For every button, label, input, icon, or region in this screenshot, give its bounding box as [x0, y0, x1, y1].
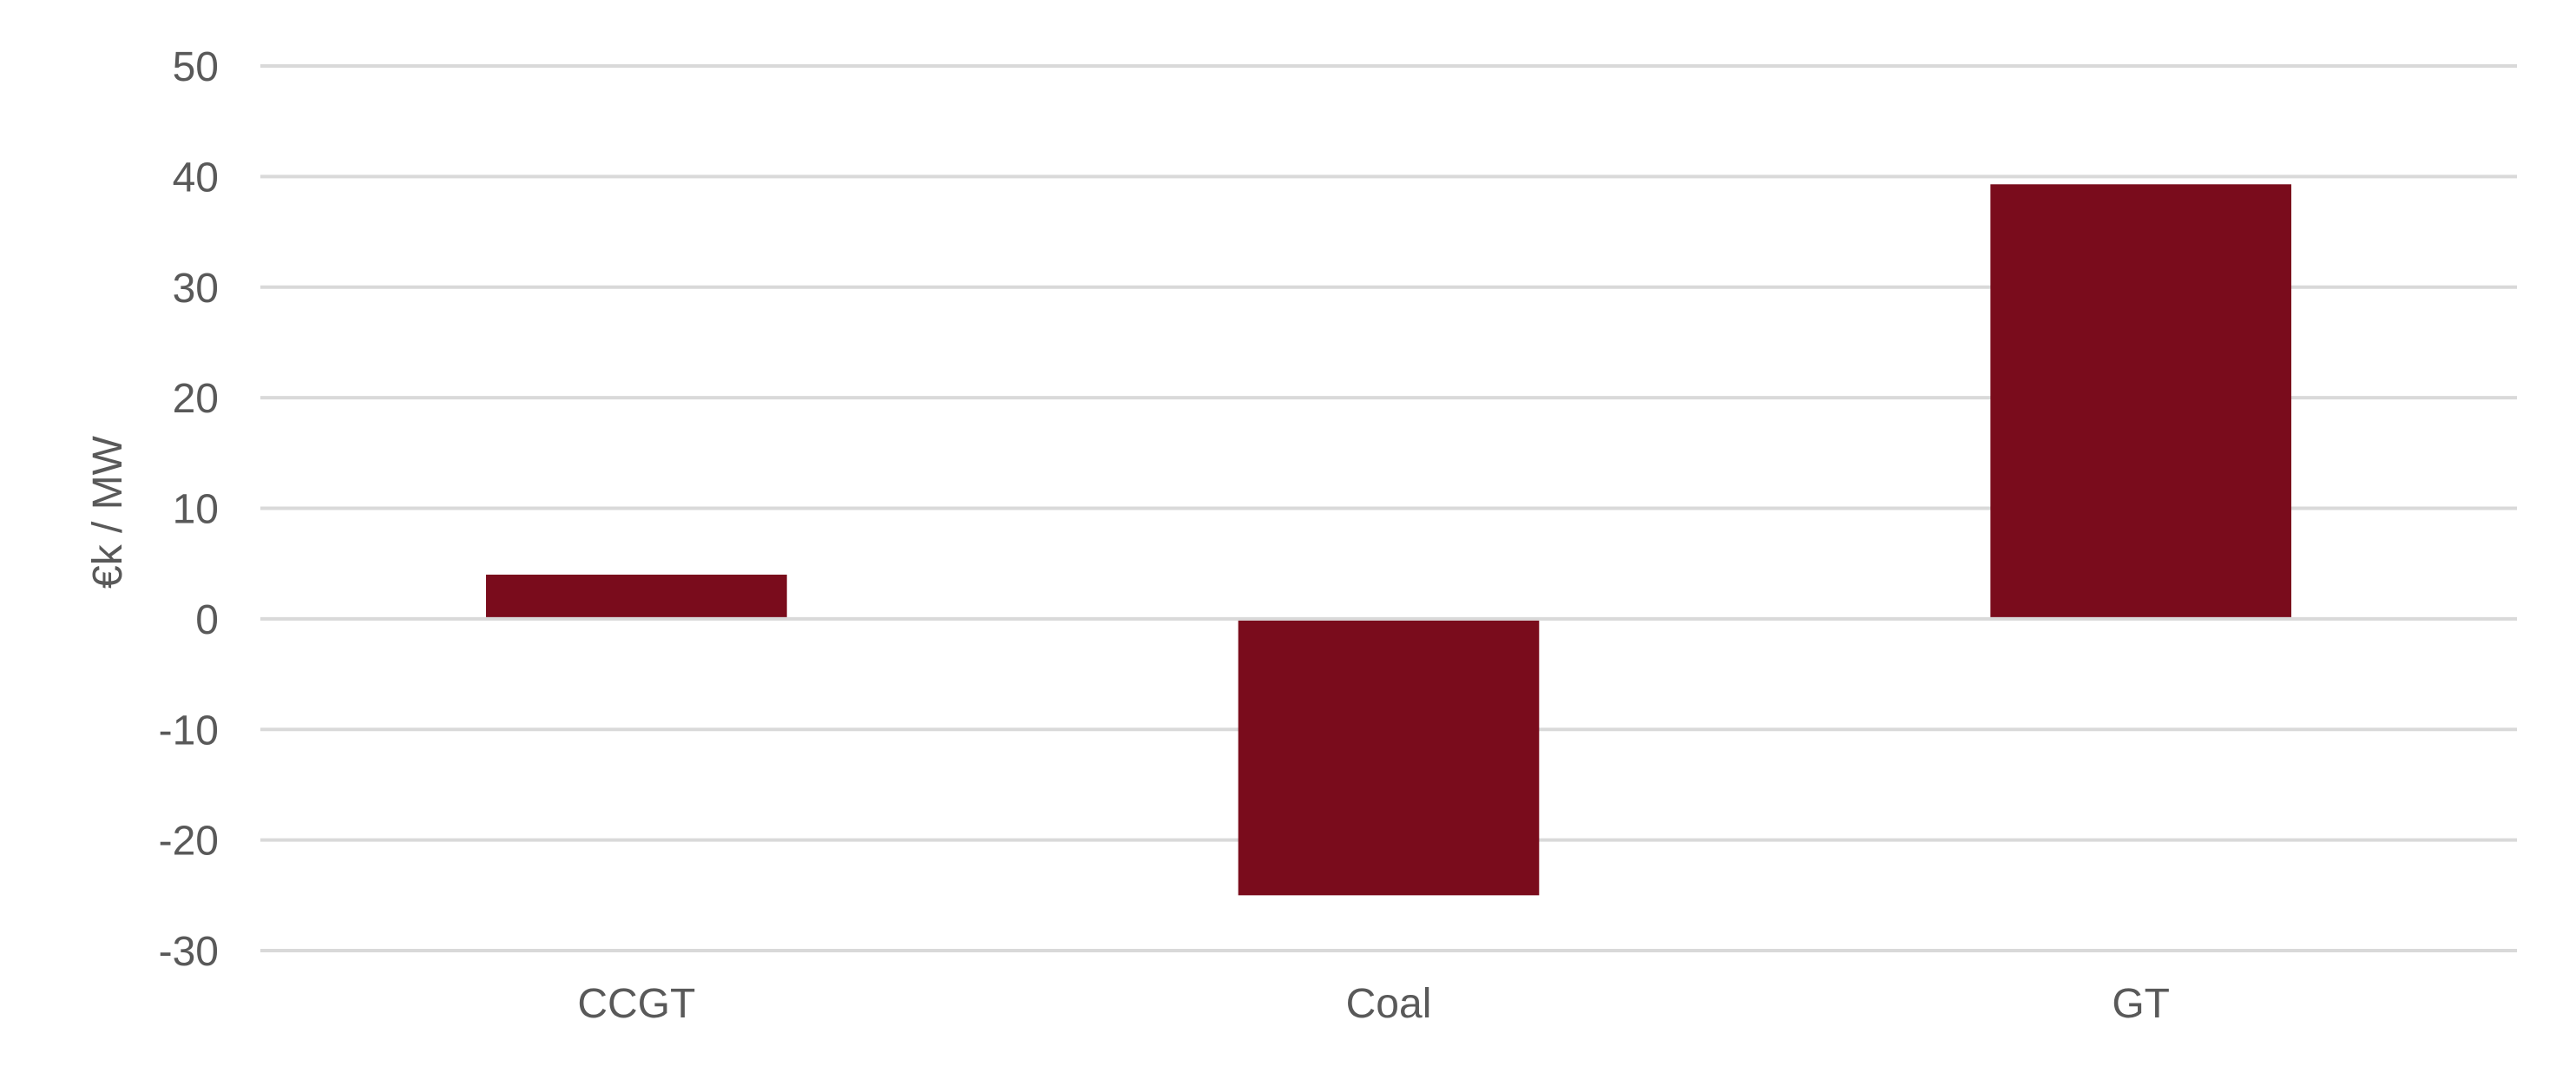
bar-coal: [1238, 620, 1540, 896]
bars: [486, 184, 2291, 896]
y-axis-label: €k / MW: [85, 435, 131, 589]
gridlines: [260, 64, 2517, 952]
y-axis-tick-labels: 50 40 30 20 10 0 -10 -20 -30: [159, 44, 219, 975]
y-tick-label: -20: [159, 819, 219, 865]
y-tick-label: -10: [159, 708, 219, 754]
y-tick-label: 50: [173, 44, 219, 90]
y-tick-label: 20: [173, 376, 219, 422]
y-tick-label: 30: [173, 266, 219, 312]
y-tick-label: 0: [195, 597, 219, 643]
x-tick-label: GT: [2112, 981, 2170, 1027]
bar-gt: [1990, 184, 2291, 617]
x-tick-label: Coal: [1346, 981, 1432, 1027]
y-tick-label: 10: [173, 487, 219, 533]
x-tick-label: CCGT: [577, 981, 695, 1027]
y-tick-label: 40: [173, 155, 219, 201]
y-tick-label: -30: [159, 929, 219, 975]
bar-ccgt: [486, 574, 787, 617]
x-axis-tick-labels: CCGT Coal GT: [577, 981, 2170, 1027]
